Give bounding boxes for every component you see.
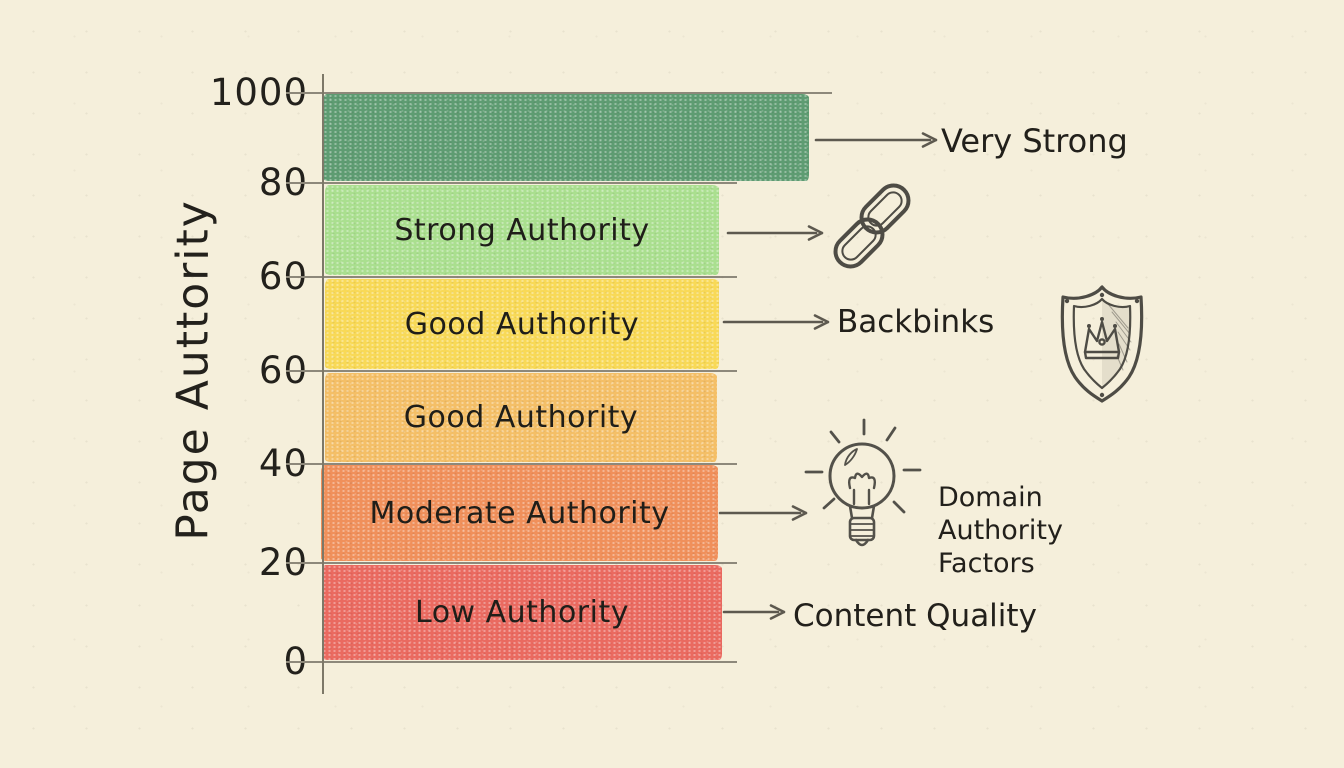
band-low-authority: Low Authority bbox=[322, 565, 722, 660]
arrow-domain-factors bbox=[718, 499, 810, 527]
shield-crown-icon bbox=[1052, 284, 1152, 410]
band-label: Moderate Authority bbox=[369, 495, 670, 531]
annotation-domain-authority-factors: Domain Authority Factors bbox=[938, 481, 1168, 580]
gridline bbox=[286, 370, 737, 372]
arrow-very-strong bbox=[814, 126, 940, 154]
band-label: Good Authority bbox=[403, 400, 639, 435]
chain-link-icon bbox=[822, 176, 922, 276]
band-good-authority-amber: Good Authority bbox=[325, 373, 717, 462]
annotation-content-quality: Content Quality bbox=[793, 598, 1037, 634]
annotation-backlinks: Backbinks bbox=[837, 304, 995, 340]
band-strong-authority: Strong Authority bbox=[325, 185, 719, 275]
arrow-backlinks bbox=[722, 308, 834, 336]
gridline bbox=[286, 182, 737, 184]
band-good-authority-yellow: Good Authority bbox=[325, 279, 719, 369]
band-moderate-authority: Moderate Authority bbox=[321, 465, 718, 561]
annotation-line: Factors bbox=[938, 548, 1035, 579]
arrow-content-quality bbox=[722, 598, 788, 626]
gridline bbox=[286, 463, 737, 465]
gridline bbox=[286, 92, 832, 94]
gridline bbox=[286, 562, 737, 564]
band-very-strong bbox=[323, 94, 809, 181]
band-label: Good Authority bbox=[404, 306, 640, 342]
band-label: Strong Authority bbox=[394, 212, 650, 248]
annotation-very-strong: Very Strong bbox=[941, 122, 1128, 160]
band-label: Low Authority bbox=[415, 595, 629, 630]
gridline bbox=[286, 661, 737, 663]
arrow-chain bbox=[726, 219, 826, 247]
gridline bbox=[286, 276, 737, 278]
lightbulb-icon bbox=[798, 414, 934, 566]
annotation-line: Domain Authority bbox=[938, 482, 1063, 546]
y-axis-line bbox=[322, 74, 324, 694]
